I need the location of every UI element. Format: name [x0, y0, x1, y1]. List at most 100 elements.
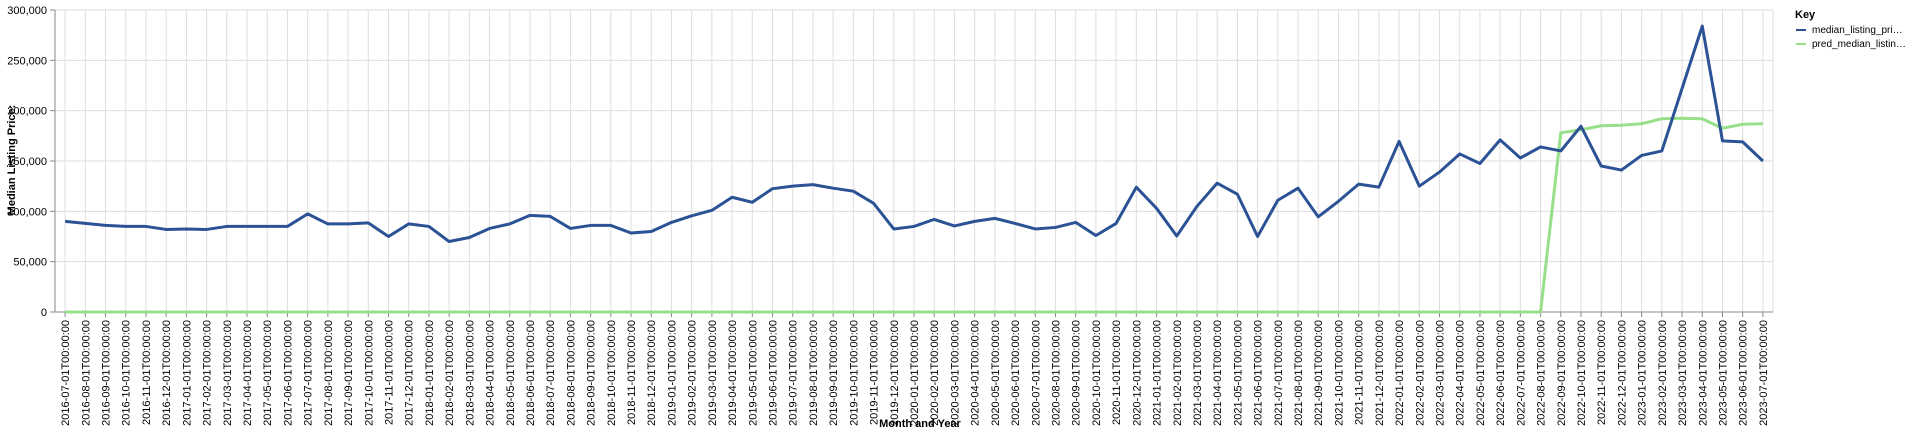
x-tick-label: 2016-10-01T00:00:00: [121, 320, 133, 426]
x-tick-label: 2021-06-01T00:00:00: [1253, 320, 1265, 426]
legend-title: Key: [1795, 9, 1816, 21]
x-tick-label: 2019-04-01T00:00:00: [727, 320, 739, 426]
x-axis: 2016-07-01T00:00:00 2016-08-01T00:00:00 20…: [55, 311, 1773, 426]
x-tick-label: 2018-07-01T00:00:00: [545, 320, 557, 426]
x-tick-label: 2016-09-01T00:00:00: [101, 320, 113, 426]
x-tick-label: 2018-08-01T00:00:00: [565, 320, 577, 426]
x-tick-label: 2016-12-01T00:00:00: [161, 320, 173, 426]
x-tick-label: 2018-03-01T00:00:00: [464, 320, 476, 426]
x-tick-label: 2016-07-01T00:00:00: [60, 320, 72, 426]
x-tick-label: 2023-01-01T00:00:00: [1637, 320, 1649, 426]
x-tick-label: 2019-06-01T00:00:00: [768, 320, 780, 426]
x-tick-label: 2021-07-01T00:00:00: [1273, 320, 1285, 426]
x-tick-label: 2023-06-01T00:00:00: [1738, 320, 1750, 426]
x-tick-label: 2020-04-01T00:00:00: [970, 320, 982, 426]
x-tick-label: 2021-12-01T00:00:00: [1374, 320, 1386, 426]
x-tick-label: 2020-05-01T00:00:00: [990, 320, 1002, 426]
x-tick-label: 2020-10-01T00:00:00: [1091, 320, 1103, 426]
x-tick-label: 2018-10-01T00:00:00: [606, 320, 618, 426]
x-tick-label: 2023-07-01T00:00:00: [1758, 320, 1770, 426]
x-tick-label: 2019-08-01T00:00:00: [808, 320, 820, 426]
y-axis: 0 50,000 100,000 150,000 200,000 250,000 300,0…: [7, 5, 56, 319]
x-tick-label: 2020-06-01T00:00:00: [1010, 320, 1022, 426]
x-tick-label: 2022-11-01T00:00:00: [1596, 320, 1608, 425]
x-tick-label: 2019-07-01T00:00:00: [788, 320, 800, 426]
x-tick-label: 2021-03-01T00:00:00: [1192, 320, 1204, 426]
x-tick-label: 2021-11-01T00:00:00: [1354, 320, 1366, 425]
x-tick-label: 2023-04-01T00:00:00: [1697, 320, 1709, 426]
x-tick-label: 2018-09-01T00:00:00: [586, 320, 598, 426]
y-axis-title: Median Listing Price:: [6, 105, 18, 216]
x-tick-label: 2018-02-01T00:00:00: [444, 320, 456, 426]
x-tick-label: 2018-11-01T00:00:00: [626, 320, 638, 425]
x-tick-label: 2017-08-01T00:00:00: [323, 320, 335, 426]
x-tick-label: 2021-04-01T00:00:00: [1212, 320, 1224, 426]
x-tick-label: 2017-11-01T00:00:00: [383, 320, 395, 425]
x-tick-label: 2019-02-01T00:00:00: [687, 320, 699, 426]
x-tick-label: 2017-09-01T00:00:00: [343, 320, 355, 426]
x-tick-label: 2022-05-01T00:00:00: [1475, 320, 1487, 426]
x-axis-title: Month and Year: [879, 418, 961, 430]
x-tick-label: 2019-12-01T00:00:00: [889, 320, 901, 426]
series-line-2: [65, 116, 1763, 314]
x-tick-label: 2022-07-01T00:00:00: [1515, 320, 1527, 426]
y-tick-label: 100,000: [7, 206, 47, 218]
x-tick-label: 2016-08-01T00:00:00: [80, 320, 92, 426]
x-tick-label: 2017-03-01T00:00:00: [222, 320, 234, 426]
y-tick-label: 200,000: [7, 106, 47, 118]
y-tick-label: 250,000: [7, 55, 47, 67]
series-lines: [64, 24, 1764, 314]
series-line-1: [64, 24, 1764, 244]
x-tick-label: 2017-10-01T00:00:00: [363, 320, 375, 426]
x-tick-label: 2022-06-01T00:00:00: [1495, 320, 1507, 426]
x-tick-label: 2018-12-01T00:00:00: [646, 320, 658, 426]
x-tick-label: 2018-05-01T00:00:00: [505, 320, 517, 426]
x-tick-label: 2018-04-01T00:00:00: [485, 320, 497, 426]
x-tick-label: 2022-02-01T00:00:00: [1414, 320, 1426, 426]
legend-label-1: median_listing_pri…: [1812, 25, 1903, 36]
y-tick-label: 300,000: [7, 5, 47, 17]
x-tick-label: 2023-02-01T00:00:00: [1657, 320, 1669, 426]
x-tick-label: 2019-03-01T00:00:00: [707, 320, 719, 426]
x-tick-label: 2017-05-01T00:00:00: [262, 320, 274, 426]
x-tick-label: 2017-02-01T00:00:00: [202, 320, 214, 426]
x-tick-label: 2023-03-01T00:00:00: [1677, 320, 1689, 426]
x-tick-label: 2017-01-01T00:00:00: [181, 320, 193, 426]
x-tick-label: 2020-03-01T00:00:00: [949, 320, 961, 426]
x-tick-label: 2019-09-01T00:00:00: [828, 320, 840, 426]
x-tick-label: 2019-01-01T00:00:00: [666, 320, 678, 426]
y-tick-label: 0: [41, 307, 47, 319]
x-tick-label: 2022-01-01T00:00:00: [1394, 320, 1406, 426]
legend-label-2: pred_median_listin…: [1812, 39, 1906, 50]
x-tick-label: 2021-02-01T00:00:00: [1172, 320, 1184, 426]
x-tick-label: 2022-04-01T00:00:00: [1455, 320, 1467, 426]
x-tick-label: 2022-09-01T00:00:00: [1556, 320, 1568, 426]
x-tick-label: 2020-02-01T00:00:00: [929, 320, 941, 426]
x-tick-label: 2022-12-01T00:00:00: [1616, 320, 1628, 426]
x-tick-label: 2018-06-01T00:00:00: [525, 320, 537, 426]
x-tick-label: 2019-10-01T00:00:00: [848, 320, 860, 426]
x-tick-label: 2022-10-01T00:00:00: [1576, 320, 1588, 426]
x-tick-label: 2021-10-01T00:00:00: [1333, 320, 1345, 426]
x-tick-label: 2020-07-01T00:00:00: [1030, 320, 1042, 426]
y-tick-label: 50,000: [13, 257, 47, 269]
x-tick-label: 2017-12-01T00:00:00: [404, 320, 416, 426]
x-tick-label: 2019-05-01T00:00:00: [747, 320, 759, 426]
x-tick-label: 2020-11-01T00:00:00: [1111, 320, 1123, 425]
x-tick-label: 2023-05-01T00:00:00: [1717, 320, 1729, 426]
x-tick-label: 2022-03-01T00:00:00: [1435, 320, 1447, 426]
x-tick-label: 2021-09-01T00:00:00: [1313, 320, 1325, 426]
x-tick-label: 2020-08-01T00:00:00: [1050, 320, 1062, 426]
x-tick-label: 2021-01-01T00:00:00: [1152, 320, 1164, 426]
x-tick-label: 2017-07-01T00:00:00: [303, 320, 315, 426]
x-tick-label: 2019-11-01T00:00:00: [869, 320, 881, 425]
x-tick-label: 2021-05-01T00:00:00: [1232, 320, 1244, 426]
legend: Key median_listing_pri… pred_median_listi…: [1795, 9, 1906, 50]
x-tick-label: 2021-08-01T00:00:00: [1293, 320, 1305, 426]
x-tick-label: 2022-08-01T00:00:00: [1536, 320, 1548, 426]
x-tick-label: 2017-04-01T00:00:00: [242, 320, 254, 426]
x-tick-label: 2020-01-01T00:00:00: [909, 320, 921, 426]
gridlines: [55, 9, 1774, 312]
x-tick-label: 2017-06-01T00:00:00: [282, 320, 294, 426]
